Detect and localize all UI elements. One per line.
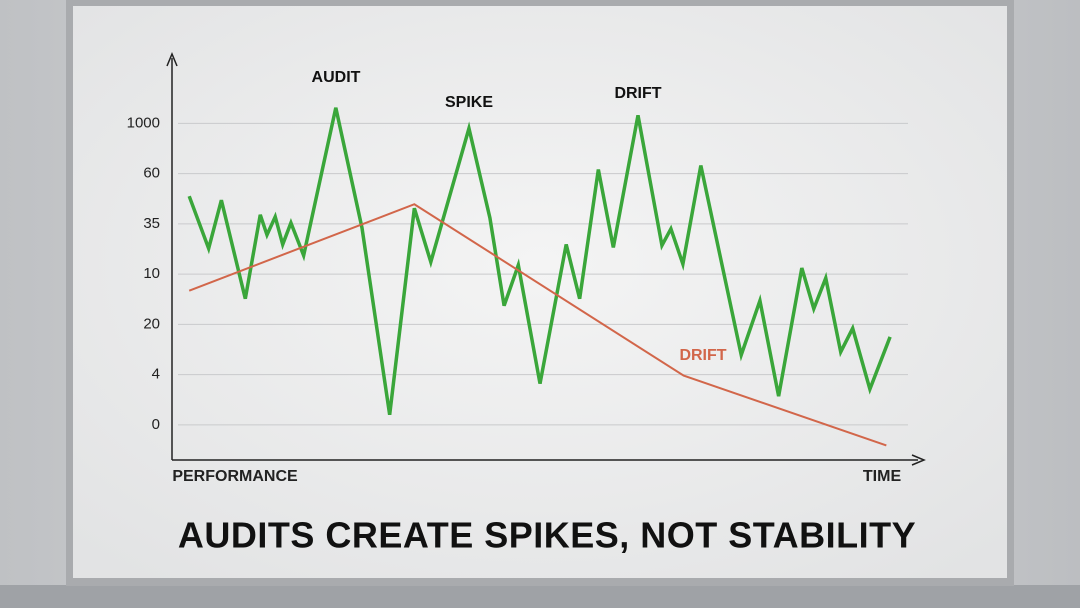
series-line <box>188 203 887 447</box>
floor <box>0 585 1080 608</box>
y-tick-label: 0 <box>152 416 160 433</box>
y-tick-label: 4 <box>152 366 160 383</box>
chart-title: AUDITS CREATE SPIKES, NOT STABILITY <box>178 515 916 556</box>
y-tick-label: 60 <box>143 165 160 182</box>
board <box>73 6 1007 578</box>
annotation: DRIFT <box>679 347 726 364</box>
y-tick-label: 10 <box>143 265 160 282</box>
y-tick-label: 20 <box>143 315 160 332</box>
x-axis-label: TIME <box>863 468 902 485</box>
y-arrow <box>166 52 178 67</box>
x-arrow <box>911 454 926 466</box>
series-line <box>187 107 892 416</box>
y-tick-label: 35 <box>143 215 160 232</box>
annotation: DRIFT <box>614 85 661 102</box>
y-axis-label: PERFORMANCE <box>172 468 298 485</box>
plot: 0 4 20 10 35 60 1000 <box>127 107 908 447</box>
y-tick-label: 1000 <box>127 114 160 131</box>
annotation: AUDIT <box>312 69 361 86</box>
annotation: SPIKE <box>445 94 493 111</box>
